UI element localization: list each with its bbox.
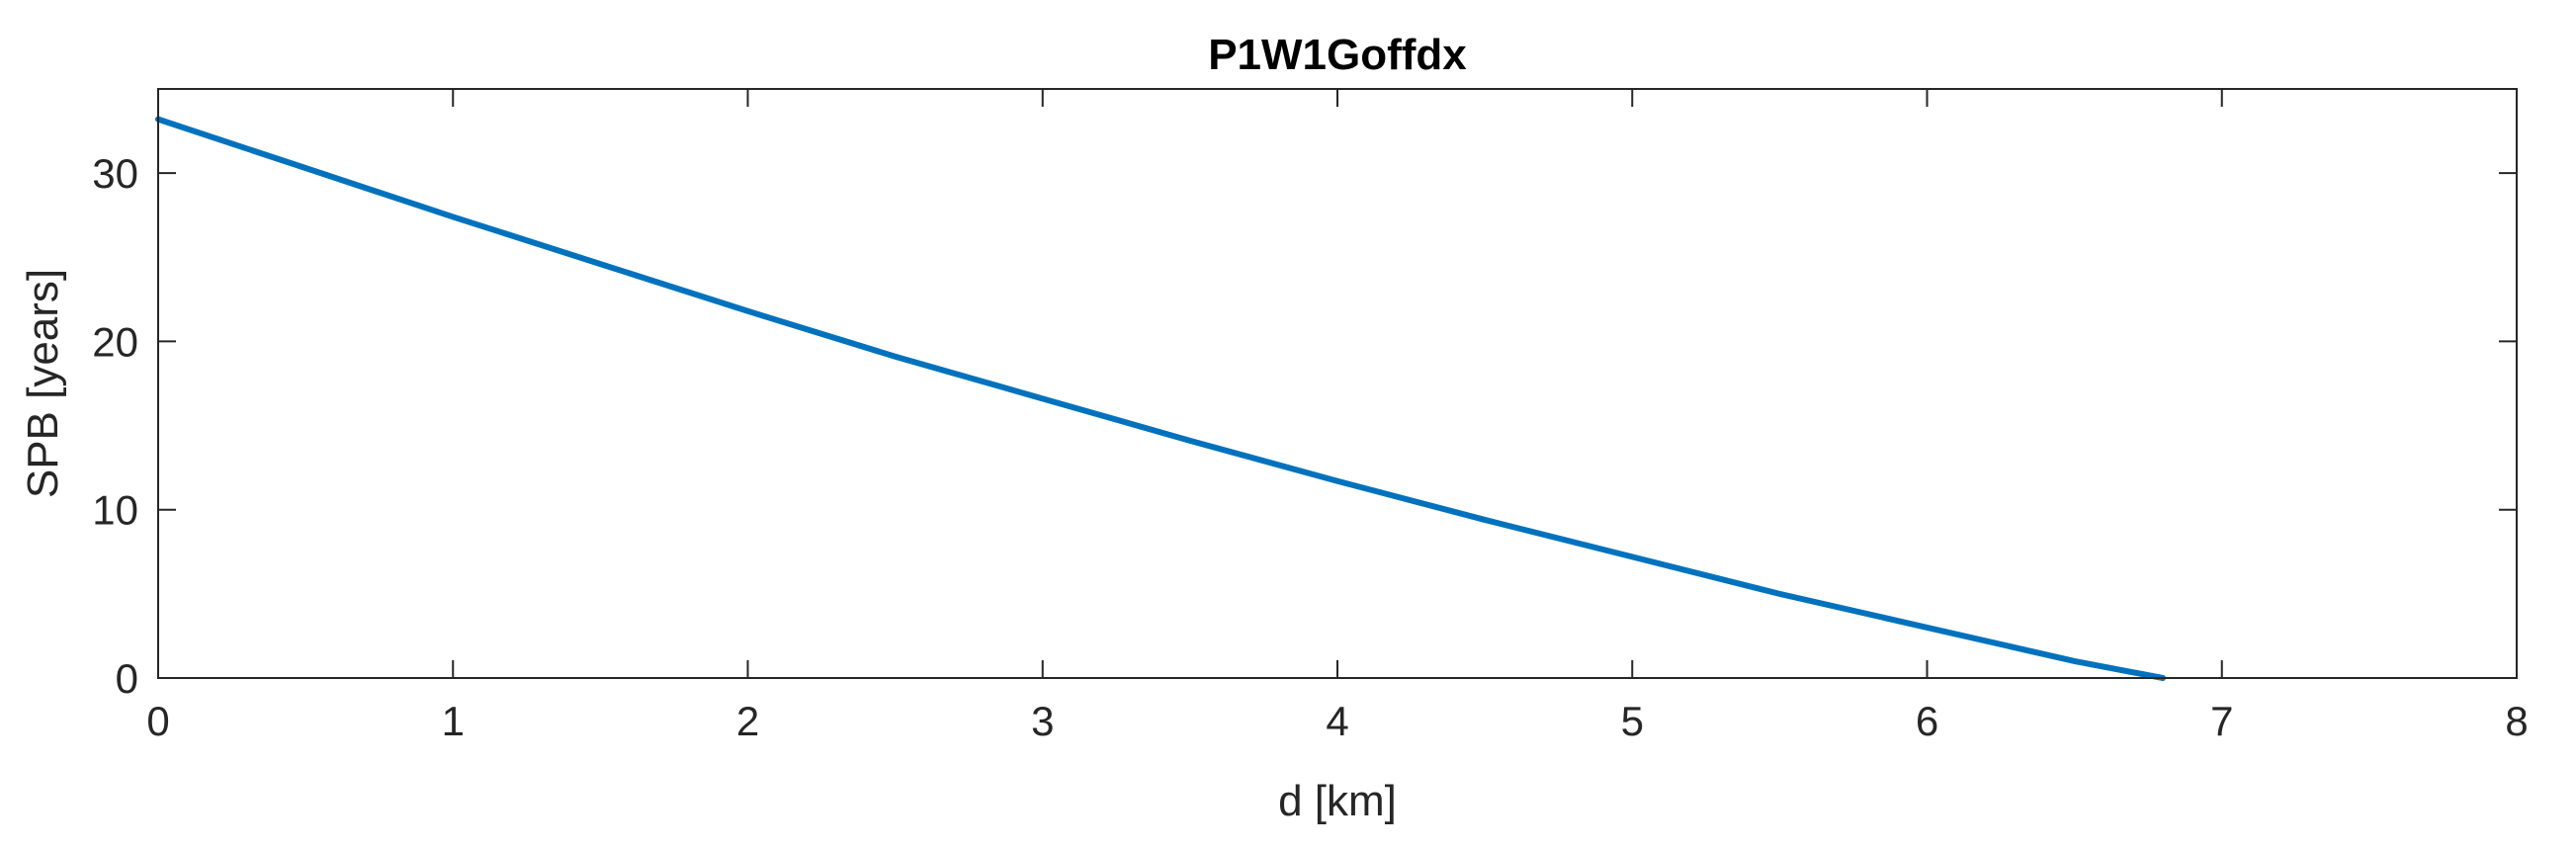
- x-axis-title: d [km]: [1278, 777, 1397, 825]
- x-tick-label: 6: [1916, 698, 1938, 744]
- chart-title: P1W1Goffdx: [1208, 31, 1467, 79]
- x-tick-label: 8: [2505, 698, 2528, 744]
- x-tick-label: 0: [146, 698, 169, 744]
- y-tick-label: 30: [92, 150, 138, 197]
- ticks-layer: 0 1 2 3 4 5 6 7 8 0 10 20 30: [92, 89, 2529, 744]
- x-tick-label: 7: [2210, 698, 2233, 744]
- y-axis-title: SPB [years]: [19, 269, 67, 498]
- y-tick-label: 20: [92, 318, 138, 365]
- series-line: [155, 116, 2167, 681]
- y-tick-label: 10: [92, 487, 138, 534]
- x-tick-label: 4: [1326, 698, 1348, 744]
- series-layer: [155, 116, 2167, 681]
- plot-frame: [157, 88, 2518, 679]
- x-tick-label: 3: [1031, 698, 1054, 744]
- x-tick-label: 1: [442, 698, 465, 744]
- x-tick-label: 2: [736, 698, 759, 744]
- x-tick-label: 5: [1621, 698, 1644, 744]
- y-tick-label: 0: [116, 655, 138, 702]
